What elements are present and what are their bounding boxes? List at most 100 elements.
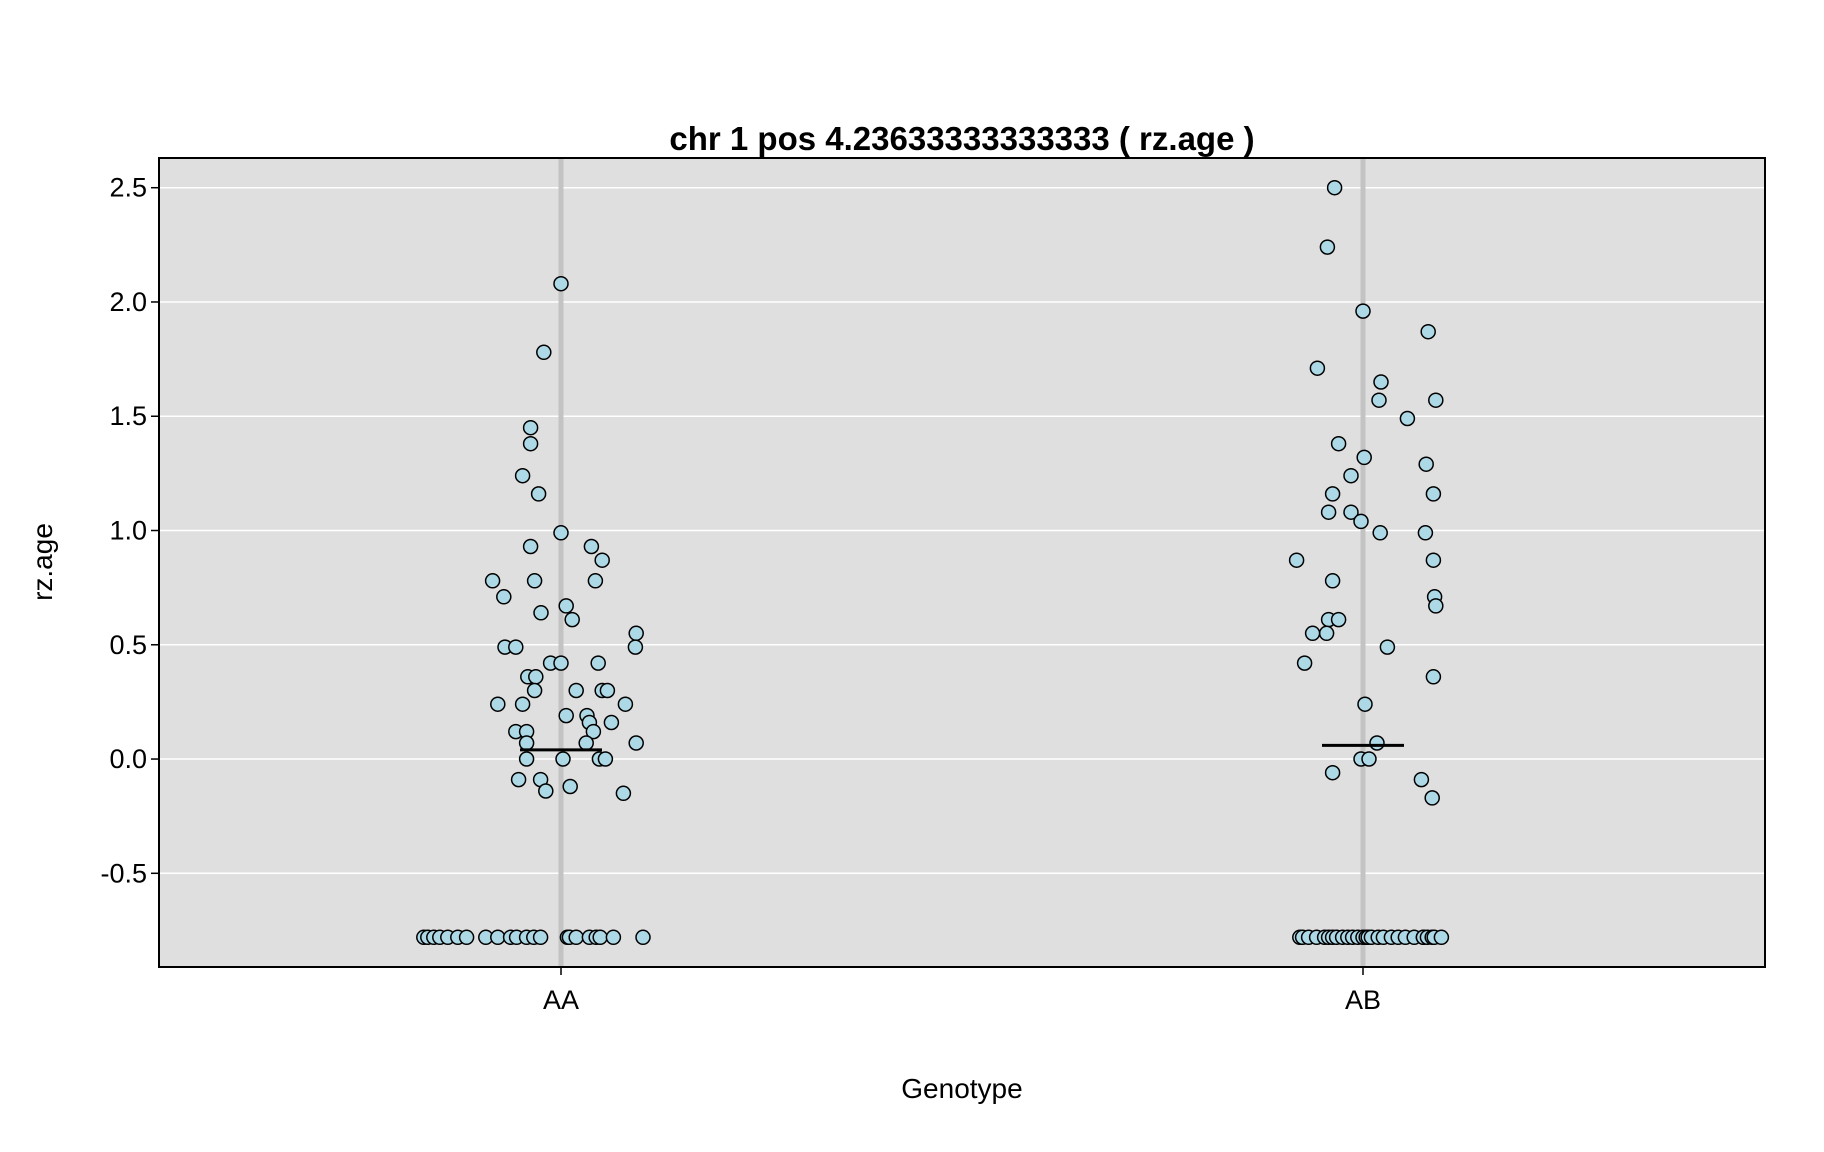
- data-point: [1330, 435, 1347, 452]
- data-point: [1425, 669, 1442, 685]
- data-point: [1420, 323, 1436, 340]
- data-point: [490, 696, 506, 712]
- data-point: [522, 538, 539, 555]
- data-point: [1425, 486, 1442, 502]
- y-tick-label: 1.0: [109, 516, 147, 546]
- data-point: [628, 625, 644, 642]
- data-point: [1371, 392, 1387, 408]
- data-point: [536, 344, 552, 361]
- data-point: [1318, 625, 1335, 642]
- data-point: [594, 552, 610, 568]
- data-point: [1343, 467, 1359, 484]
- data-point: [1372, 525, 1388, 541]
- data-point: [1369, 735, 1385, 751]
- data-point: [1324, 764, 1341, 781]
- data-point: [496, 589, 512, 605]
- data-point: [1356, 449, 1372, 466]
- data-point: [1326, 179, 1343, 196]
- data-point: [538, 783, 554, 799]
- data-point: [1425, 552, 1442, 568]
- data-point: [1417, 525, 1434, 541]
- plot-panel-background: [159, 158, 1765, 967]
- x-tick-label: AB: [1345, 985, 1381, 1015]
- data-point: [1428, 598, 1444, 614]
- category-lines: [558, 158, 1366, 967]
- y-tick-label: 0.5: [109, 630, 147, 660]
- data-point: [526, 573, 543, 589]
- data-point: [1320, 504, 1337, 520]
- data-point: [555, 751, 571, 767]
- data-point: [1418, 456, 1434, 472]
- data-point: [564, 611, 580, 628]
- data-point: [617, 696, 634, 712]
- data-point: [628, 735, 644, 751]
- data-point: [1353, 513, 1369, 530]
- x-tick-label: AA: [543, 985, 579, 1015]
- data-point: [590, 655, 606, 671]
- plot-panel-border: [158, 157, 1766, 968]
- data-point: [1399, 410, 1416, 427]
- data-point: [615, 785, 632, 802]
- data-point: [578, 735, 594, 751]
- data-point: [526, 682, 543, 699]
- data-point: [528, 669, 544, 685]
- data-point: [1357, 696, 1373, 712]
- data-point: [533, 605, 549, 621]
- data-point: [522, 435, 539, 452]
- y-axis-label: rz.age: [27, 523, 58, 601]
- mean-lines: [520, 743, 1404, 752]
- data-point: [518, 735, 535, 751]
- data-point: [553, 275, 569, 292]
- data-point: [508, 639, 524, 655]
- data-point: [490, 929, 506, 946]
- data-point: [1330, 611, 1347, 628]
- data-point: [583, 538, 600, 555]
- data-point: [568, 682, 584, 699]
- data-point: [558, 707, 574, 724]
- data-point: [599, 682, 616, 699]
- data-point: [592, 929, 608, 946]
- data-point: [1296, 655, 1313, 671]
- y-tick-label: -0.5: [100, 858, 147, 888]
- data-points: [416, 179, 1450, 946]
- data-point: [635, 929, 651, 946]
- data-point: [530, 486, 547, 502]
- data-point: [514, 467, 531, 484]
- data-point: [532, 929, 549, 946]
- y-tick-label: 0.0: [109, 744, 147, 774]
- y-tick-label: 2.0: [109, 287, 147, 317]
- data-point: [1355, 303, 1371, 319]
- data-point: [1433, 929, 1450, 946]
- data-point: [518, 751, 535, 767]
- data-point: [562, 778, 578, 795]
- data-point: [458, 929, 475, 946]
- y-axis-ticks: 2.5 2.0 1.5 1.0 0.5 0.0 -0.5: [100, 173, 159, 888]
- grid-lines: [159, 186, 1765, 875]
- data-point: [585, 723, 602, 740]
- y-tick-label: 1.5: [109, 401, 147, 431]
- data-point: [587, 573, 604, 589]
- data-point: [1288, 552, 1305, 568]
- data-point: [510, 771, 527, 788]
- data-point: [627, 639, 644, 655]
- data-point: [1373, 374, 1389, 390]
- data-point: [1304, 625, 1321, 642]
- data-point: [1324, 486, 1341, 502]
- data-point: [484, 573, 501, 589]
- data-point: [514, 696, 531, 712]
- data-point: [1413, 771, 1430, 788]
- chart-title: chr 1 pos 4.23633333333333 ( rz.age ): [669, 120, 1254, 157]
- data-point: [1324, 573, 1341, 589]
- data-point: [568, 929, 584, 946]
- data-point: [1424, 790, 1440, 806]
- data-point: [597, 751, 614, 767]
- x-axis-ticks: AA AB: [543, 967, 1381, 1015]
- y-tick-label: 2.5: [109, 173, 147, 203]
- data-point: [1428, 392, 1444, 408]
- data-point: [522, 419, 539, 436]
- data-point: [553, 525, 569, 541]
- data-point: [1379, 639, 1396, 655]
- data-point: [553, 655, 569, 671]
- data-point: [1309, 360, 1326, 376]
